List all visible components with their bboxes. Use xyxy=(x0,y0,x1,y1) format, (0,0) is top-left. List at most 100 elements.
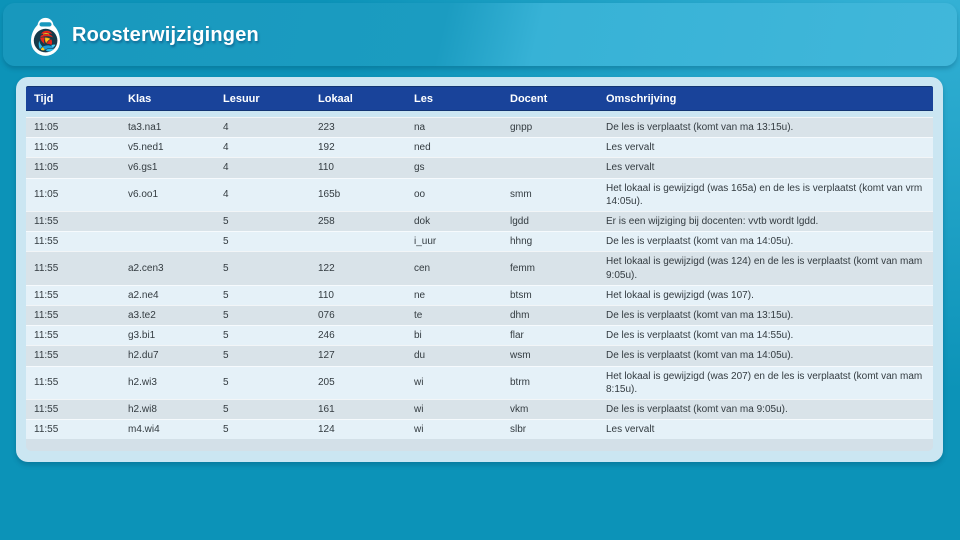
table-cell-omschrijving: De les is verplaatst (komt van ma 13:15u… xyxy=(606,310,794,322)
table-cell-docent: femm xyxy=(510,263,535,275)
table-cell-les: oo xyxy=(414,189,426,201)
table-cell-les: bi xyxy=(414,330,422,342)
table-cell-omschrijving: De les is verplaatst (komt van ma 14:05u… xyxy=(606,350,794,362)
table-row: 11:55 a2.cen3 5 122 cen femm Het lokaal is gew… xyxy=(26,251,933,285)
table-row: 11:55 a2.ne4 5 110 ne btsm Het lokaal is gewij… xyxy=(26,284,933,306)
table-cell-les: ne xyxy=(414,289,426,301)
school-rooster-logo-icon xyxy=(31,17,60,56)
table-cell-tijd: 11:55 xyxy=(34,350,59,362)
table-cell-omschrijving: De les is verplaatst (komt van ma 9:05u)… xyxy=(606,404,788,416)
table-cell-lesuur: 5 xyxy=(223,424,229,436)
table-cell-lesuur: 5 xyxy=(223,236,229,248)
table-cell-klas xyxy=(120,239,215,245)
table-cell-tijd: 11:55 xyxy=(34,310,59,322)
table-cell-docent: gnpp xyxy=(510,122,533,133)
table-cell-klas: a2.cen3 xyxy=(128,263,164,275)
table-footer-strip xyxy=(26,439,933,452)
table-cell-lokaal: 127 xyxy=(318,350,335,362)
table-cell-klas: v5.ned1 xyxy=(128,142,164,154)
table-cell-les: wi xyxy=(414,377,424,389)
table-cell-lokaal xyxy=(310,239,406,245)
table-cell-klas: m4.wi4 xyxy=(128,424,160,436)
table-cell-omschrijving: Het lokaal is gewijzigd (was 107). xyxy=(606,289,754,301)
table-cell-lesuur: 4 xyxy=(223,189,229,201)
table-cell-klas: a3.te2 xyxy=(128,310,156,322)
table-cell-lesuur: 5 xyxy=(223,263,229,275)
table-row: 11:55 5 258 dok lgdd Er is een wijziging bij … xyxy=(26,211,933,232)
table-cell-docent: dhm xyxy=(510,310,530,322)
table-cell-tijd: 11:55 xyxy=(34,424,59,436)
table-cell-tijd: 11:55 xyxy=(34,216,59,228)
table-cell-lokaal: 110 xyxy=(318,289,334,301)
table-cell-klas: ta3.na1 xyxy=(128,122,162,133)
table-cell-lokaal: 223 xyxy=(318,122,335,133)
table-cell-lesuur: 5 xyxy=(223,404,229,416)
table-cell-omschrijving: Les vervalt xyxy=(606,162,655,174)
table-cell-lesuur: 5 xyxy=(223,310,229,322)
table-cell-omschrijving: Het lokaal is gewijzigd (was 207) en de … xyxy=(606,370,923,395)
table-cell-docent: flar xyxy=(510,330,524,342)
table-cell-tijd: 11:55 xyxy=(34,289,59,301)
table-cell-docent: lgdd xyxy=(510,216,529,228)
table-cell-les: dok xyxy=(414,216,431,228)
table-cell-klas: h2.du7 xyxy=(128,350,159,362)
table-body: 11:05 ta3.na1 4 223 na gnpp De les is verplaat… xyxy=(26,117,933,440)
table-cell-tijd: 11:55 xyxy=(34,377,59,389)
table-cell-docent xyxy=(502,145,598,151)
table-cell-docent: slbr xyxy=(510,424,527,436)
table-cell-docent: smm xyxy=(510,189,532,201)
table-cell-docent: vkm xyxy=(510,404,529,416)
table-cell-docent: hhng xyxy=(510,236,533,248)
table-cell-lesuur: 4 xyxy=(223,122,229,133)
table-cell-lokaal: 192 xyxy=(318,142,335,154)
table-cell-omschrijving: De les is verplaatst (komt van ma 14:55u… xyxy=(606,330,794,342)
table-cell-tijd: 11:05 xyxy=(34,189,59,201)
table-cell-lokaal: 258 xyxy=(318,216,335,228)
table-cell-omschrijving: Het lokaal is gewijzigd (was 165a) en de… xyxy=(606,182,923,207)
table-cell-klas xyxy=(120,219,215,225)
table-row: 11:05 v6.gs1 4 110 gs Les vervalt xyxy=(26,157,933,178)
table-cell-omschrijving: Er is een wijziging bij docenten: vvtb w… xyxy=(606,216,819,228)
table-cell-les: gs xyxy=(414,162,425,174)
table-cell-lokaal: 122 xyxy=(318,263,335,275)
table-cell-lokaal: 165b xyxy=(318,189,341,201)
table-cell-lesuur: 5 xyxy=(223,350,229,362)
table-row: 11:55 m4.wi4 5 124 wi slbr Les vervalt xyxy=(26,419,933,440)
column-header-lokaal: Lokaal xyxy=(318,92,353,105)
table-cell-les: du xyxy=(414,350,426,362)
table-cell-klas: v6.gs1 xyxy=(128,162,158,174)
table-cell-omschrijving: De les is verplaatst (komt van ma 13:15u… xyxy=(606,122,794,133)
column-header-tijd: Tijd xyxy=(34,92,54,105)
table-row: 11:05 ta3.na1 4 223 na gnpp De les is verplaat… xyxy=(26,117,933,138)
table-cell-lokaal: 246 xyxy=(318,330,335,342)
table-cell-tijd: 11:55 xyxy=(34,330,59,342)
table-cell-omschrijving: Les vervalt xyxy=(606,424,655,436)
table-cell-les: ned xyxy=(414,142,431,154)
table-cell-tijd: 11:55 xyxy=(34,263,59,275)
table-cell-lokaal: 161 xyxy=(318,404,335,416)
table-row: 11:55 5 i_uur hhng De les is verplaatst (kom… xyxy=(26,231,933,252)
table-cell-les: na xyxy=(414,122,426,133)
table-cell-les: i_uur xyxy=(414,236,437,248)
table-header-row: Tijd Klas Lesuur Lokaal Les Docent Omschrijvin… xyxy=(26,86,933,111)
table-cell-docent: btrm xyxy=(510,377,530,389)
table-cell-lesuur: 5 xyxy=(223,289,229,301)
table-cell-klas: v6.oo1 xyxy=(128,189,159,201)
column-header-klas: Klas xyxy=(128,92,152,105)
table-cell-omschrijving: De les is verplaatst (komt van ma 14:05u… xyxy=(606,236,794,248)
table-cell-tijd: 11:05 xyxy=(34,122,59,133)
table-row: 11:55 h2.wi8 5 161 wi vkm De les is verplaatst… xyxy=(26,399,933,420)
table-cell-tijd: 11:05 xyxy=(34,162,59,174)
table-cell-lokaal: 110 xyxy=(318,162,334,174)
table-cell-tijd: 11:55 xyxy=(34,236,59,248)
table-cell-klas: h2.wi3 xyxy=(128,377,157,389)
table-row: 11:55 g3.bi1 5 246 bi flar De les is verplaats… xyxy=(26,325,933,346)
table-row: 11:55 h2.wi3 5 205 wi btrm Het lokaal is gewij… xyxy=(26,365,933,400)
page-title: Roosterwijzigingen xyxy=(72,24,259,46)
table-cell-les: wi xyxy=(414,424,424,436)
table-cell-lokaal: 076 xyxy=(318,310,335,322)
table-cell-tijd: 11:05 xyxy=(34,142,59,154)
schedule-panel: Tijd Klas Lesuur Lokaal Les Docent Omschrijvin… xyxy=(16,77,943,463)
table-cell-lesuur: 5 xyxy=(223,377,229,389)
table-cell-klas: g3.bi1 xyxy=(128,330,156,342)
